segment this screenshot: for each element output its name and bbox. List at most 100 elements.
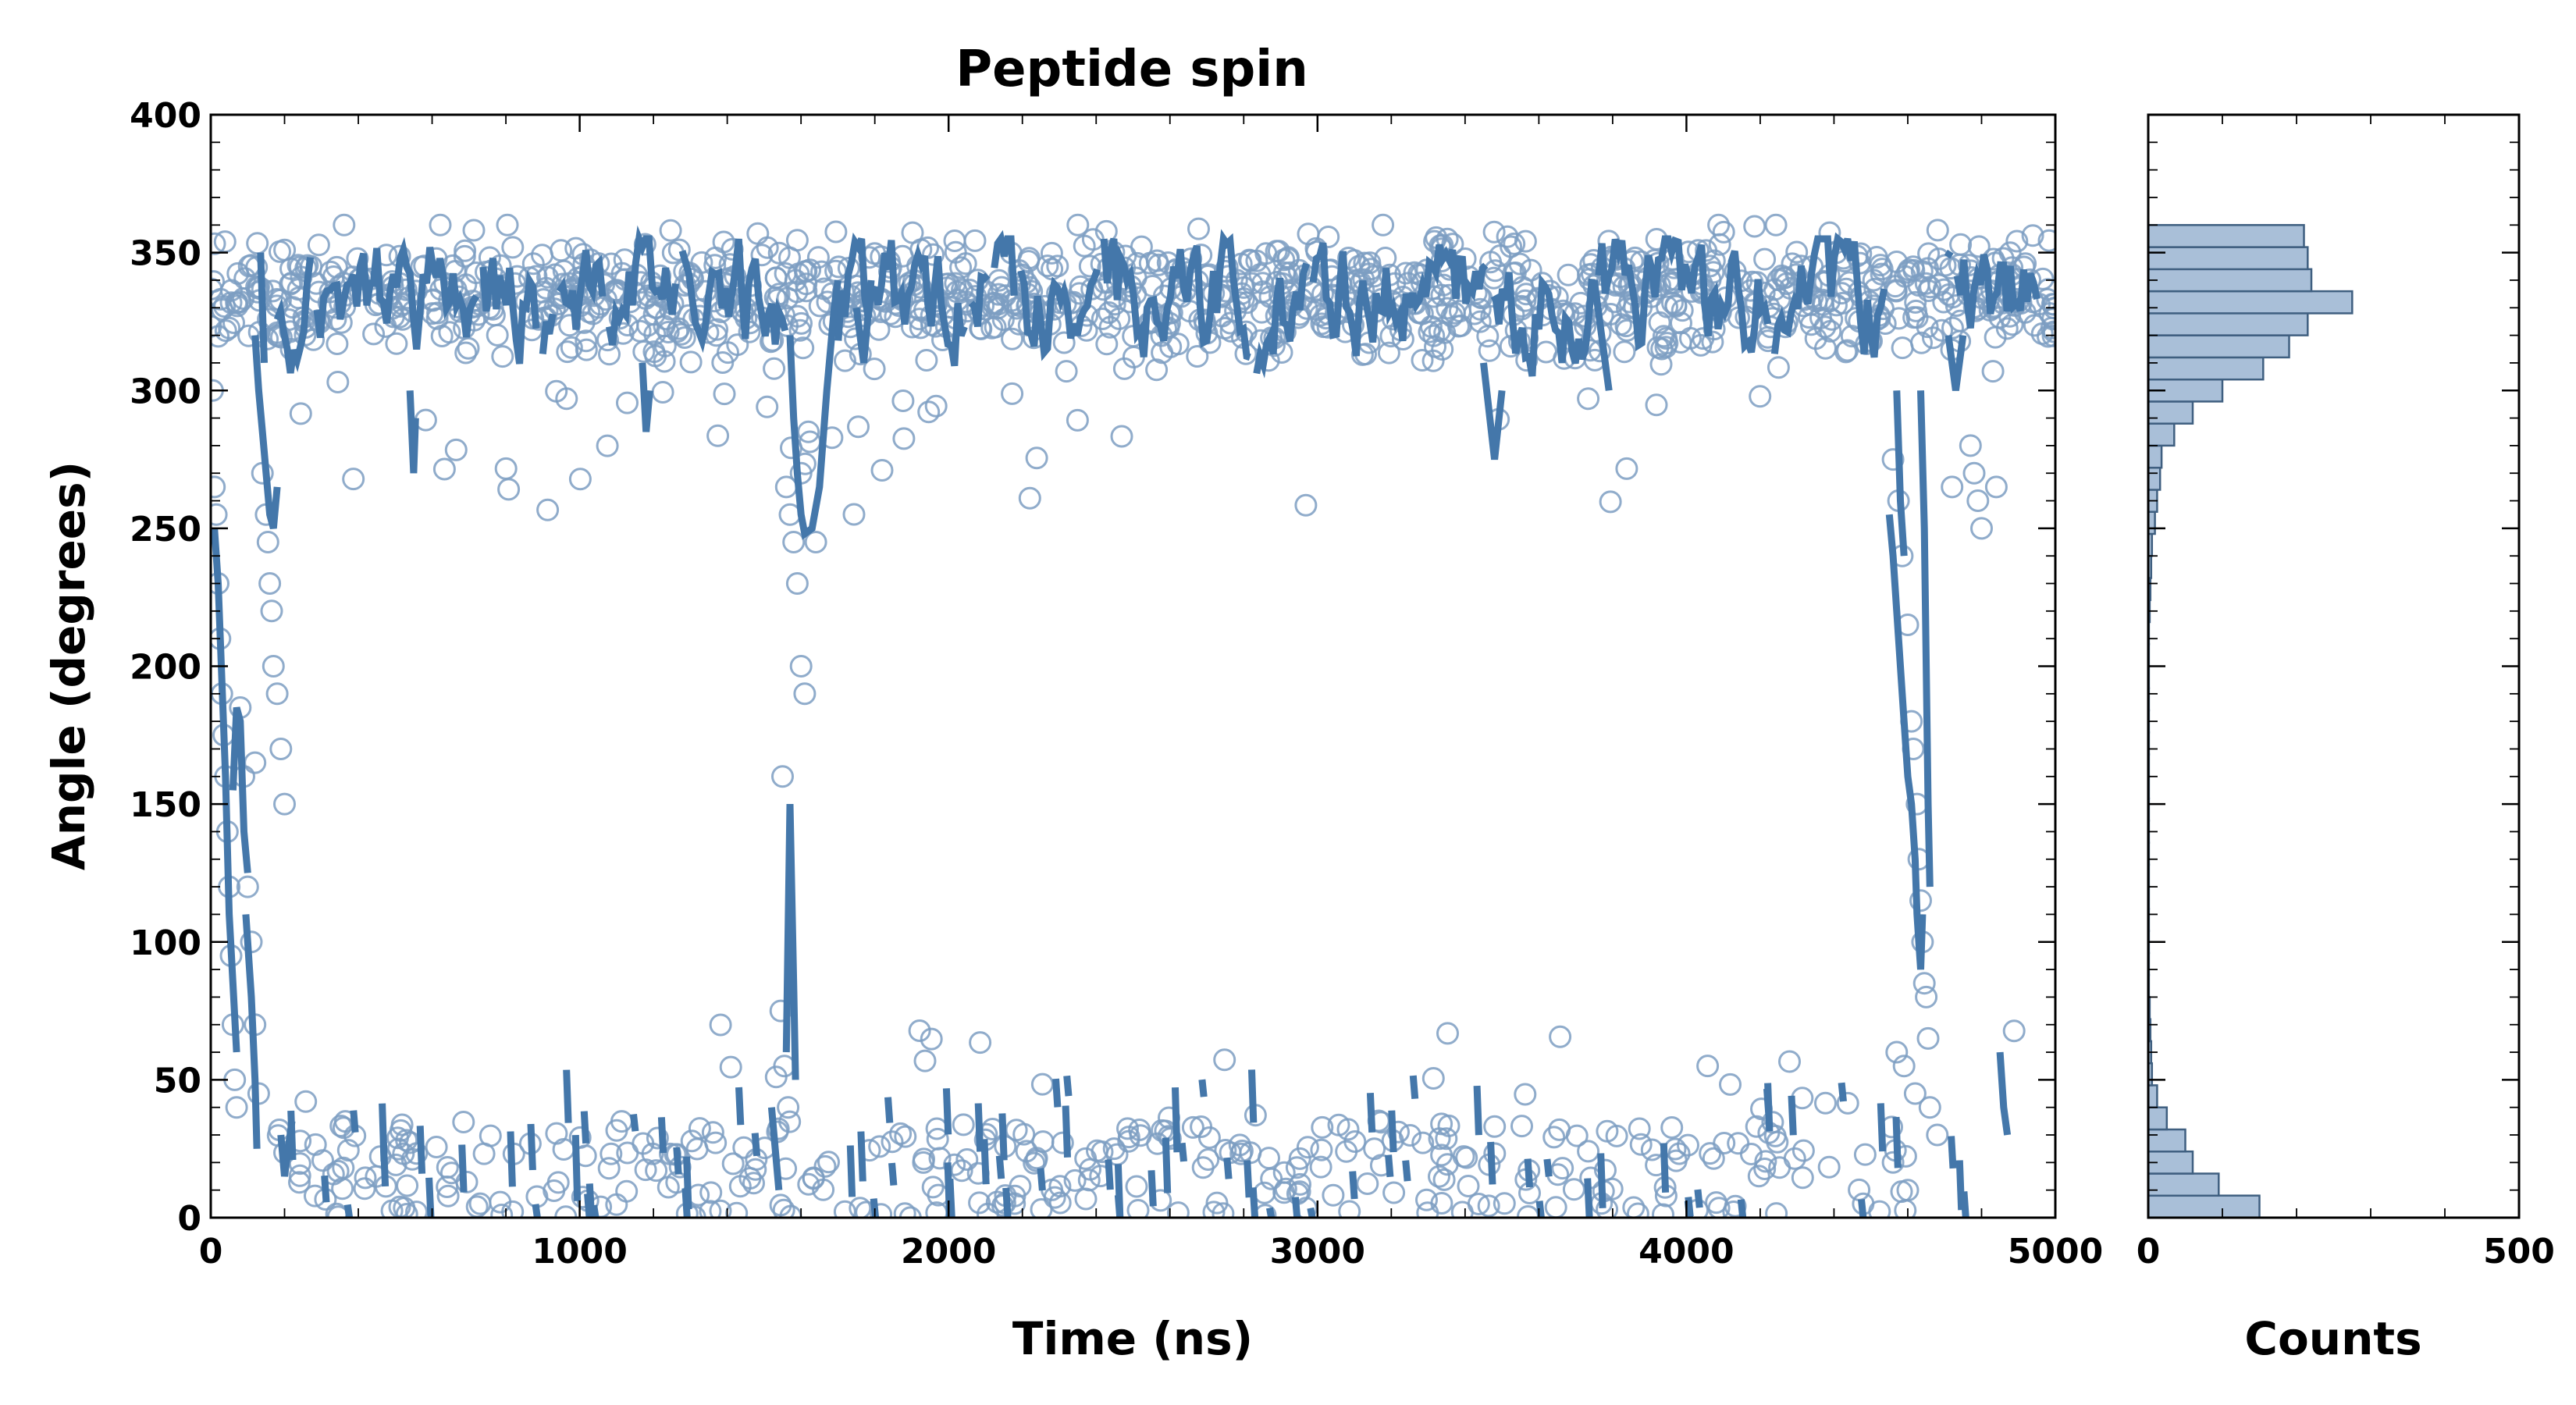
scatter-point [1916,315,1939,339]
x-tick-label: 2000 [901,1232,996,1272]
scatter-point [304,1133,327,1156]
trajectory-segment [1660,1143,1670,1193]
scatter-point [1902,255,1925,279]
scatter-point [213,295,237,318]
scatter-point [810,260,833,283]
scatter-point [842,503,866,526]
scatter-point [1063,1168,1087,1192]
trajectory-segment [1543,1158,1553,1177]
scatter-point [1138,251,1162,275]
trajectory-segment [1291,1197,1301,1218]
scatter-point [1052,331,1076,354]
scatter-point [1126,251,1149,275]
trajectory-segment [1052,1078,1062,1108]
y-tick-label: 150 [130,785,201,825]
scatter-point [656,1176,680,1199]
trajectory-segment [425,1177,435,1218]
hist-x-tick-label: 500 [2483,1232,2555,1272]
scatter-point [457,336,480,360]
scatter-point [1335,1140,1358,1163]
trajectory-segment [1770,232,1888,358]
scatter-point [1984,475,2008,499]
scatter-point [1023,1151,1046,1175]
scatter-point [922,243,945,266]
scatter-point [438,321,461,344]
scatter-point [2037,229,2055,252]
scatter-point [1881,1151,1905,1174]
scatter-point [817,1151,840,1174]
scatter-point [915,349,938,372]
trajectory-segment [350,1110,359,1133]
x-tick-label: 4000 [1638,1232,1734,1272]
scatter-point [1791,1166,1814,1190]
scatter-point [944,240,967,264]
trajectory-segment [1248,1069,1258,1123]
trajectory-segment [343,1204,354,1218]
trajectory-segment [1409,1075,1419,1100]
scatter-point [1428,319,1451,343]
y-tick-label: 350 [130,234,201,274]
scatter-point [699,1181,723,1204]
scatter-point [1865,246,1888,269]
trajectory-segment [313,237,480,350]
scatter-point [1430,283,1453,307]
scatter-point [1274,1177,1297,1200]
scatter-point [901,221,924,244]
trajectory-segment [991,229,1018,297]
scatter-point [1091,308,1114,330]
trajectory-segment [1487,1141,1496,1185]
scatter-point [1212,1202,1235,1218]
scatter-point [1542,1126,1566,1149]
scatter-point [1145,358,1169,382]
scatter-point [1112,357,1136,380]
chart-title: Peptide spin [955,41,1308,98]
trajectory-segment [1490,272,1596,377]
scatter-point [600,1142,623,1165]
histogram-bar [2147,312,2309,336]
scatter-point [1753,1158,1777,1180]
scatter-point [386,1126,409,1150]
scatter-point [2013,301,2037,324]
trajectory-segment [639,362,653,432]
scatter-point [756,395,779,418]
scatter-point [1288,1180,1311,1204]
scatter-point [472,1142,496,1165]
scatter-point [1317,226,1340,248]
scatter-point [1213,1048,1236,1072]
scatter-point [808,294,831,318]
scatter-point [1151,1119,1173,1142]
trajectory-segment [1595,235,1772,354]
scatter-point [225,1096,248,1119]
scatter-point [258,572,282,595]
scatter-point [1548,1118,1571,1141]
scatter-point [1125,1175,1148,1198]
scatter-point [847,415,870,439]
scatter-point [1932,290,1955,314]
scatter-point [496,213,519,237]
scatter-point [1892,1055,1916,1078]
scatter-point [1679,326,1702,350]
trajectory-segment [857,1131,866,1182]
scatter-point [924,394,948,418]
scatter-point [494,457,518,480]
scatter-point [1435,1127,1458,1151]
scatter-point [2005,229,2029,253]
scatter-point [1289,1172,1311,1196]
trajectory-segment [406,390,419,474]
scatter-point [1753,247,1777,271]
histogram-bar [2147,268,2313,293]
trajectory-segment [1198,1079,1208,1097]
scatter-point [1903,1082,1927,1105]
scatter-point [1394,261,1418,285]
histogram-bar [2147,1128,2186,1153]
scatter-point [1066,213,1090,237]
scatter-point [1544,1196,1567,1218]
scatter-point [568,468,592,491]
scatter-point [1707,213,1731,237]
scatter-point [211,475,226,499]
scatter-point [1046,254,1069,278]
scatter-point [881,1130,904,1154]
scatter-point [1535,340,1558,364]
scatter-point [1891,336,1914,360]
scatter-point [1670,299,1694,322]
